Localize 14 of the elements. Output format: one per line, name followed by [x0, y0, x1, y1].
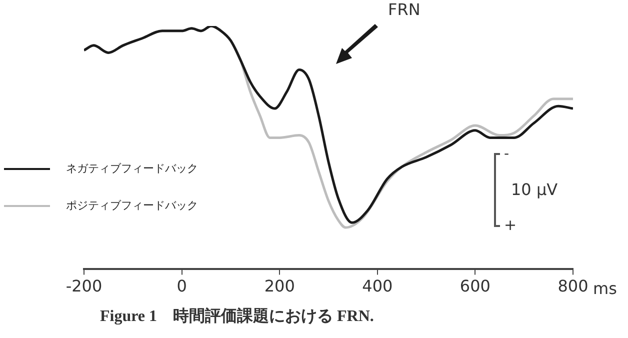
x-tick-label: 200 — [264, 276, 295, 296]
text: FRN — [388, 0, 420, 19]
x-tick-label: -200 — [66, 276, 102, 296]
annotation: 10 µV — [511, 180, 558, 199]
caption: Figure 1 時間評価課題における FRN. — [100, 306, 374, 327]
legend-label: ポジティブフィードバック — [66, 198, 198, 213]
x-tick-label: 800 — [558, 276, 588, 296]
annotation: + — [504, 216, 517, 234]
x-axis-title: ms — [593, 279, 617, 298]
x-tick-label: 0 — [176, 276, 187, 296]
x-tick-label: 400 — [362, 276, 393, 296]
legend-label: ネガティブフィードバック — [66, 161, 198, 176]
x-tick-label: 600 — [460, 276, 490, 296]
annotation: - — [504, 146, 510, 162]
